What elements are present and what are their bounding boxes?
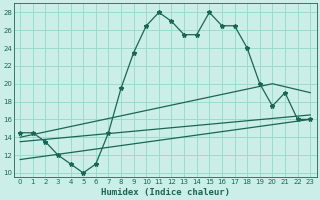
X-axis label: Humidex (Indice chaleur): Humidex (Indice chaleur) [101, 188, 230, 197]
